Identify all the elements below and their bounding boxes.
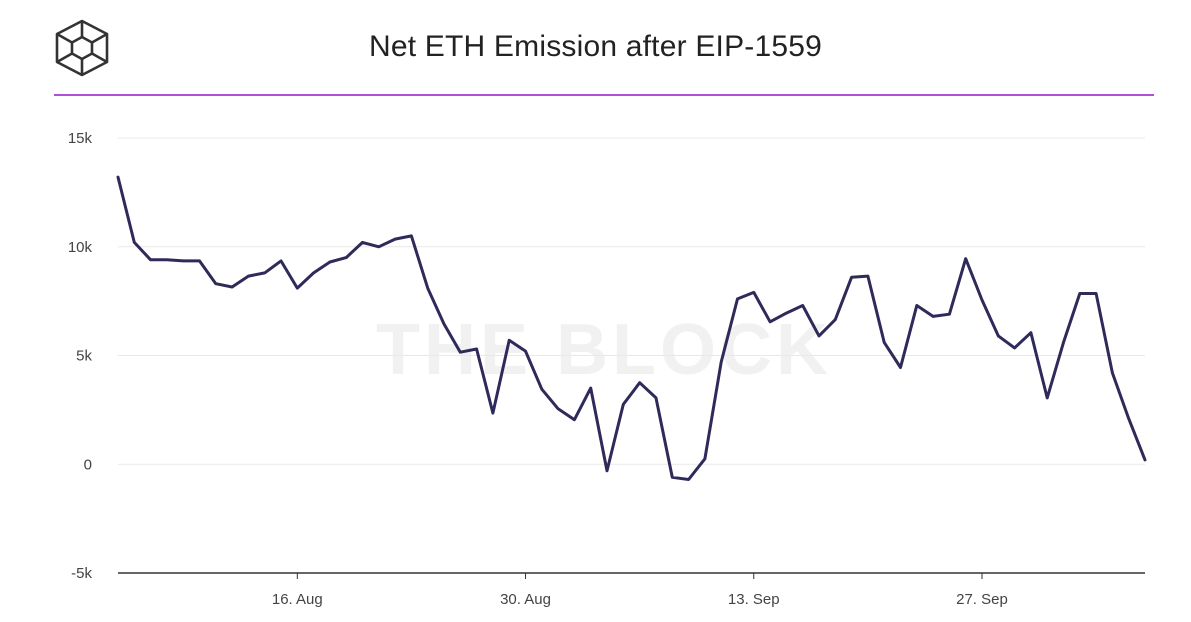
- y-tick-label: 10k: [68, 239, 93, 256]
- grid-lines: [118, 137, 1145, 574]
- y-tick-label: 15k: [68, 130, 93, 147]
- x-tick-label: 13. Sep: [728, 591, 780, 608]
- series-line: [116, 175, 1147, 481]
- cube-edge: [56, 52, 73, 64]
- y-tick-label: 5k: [76, 348, 92, 365]
- watermark: THE BLOCK: [376, 310, 832, 390]
- cube-edge: [91, 52, 108, 64]
- cube-edge: [56, 32, 73, 44]
- y-axis: 15k 10k 5k 0 -5k: [68, 130, 93, 582]
- y-tick-label: -5k: [71, 565, 92, 582]
- series-group: [116, 175, 1147, 481]
- title-divider: [54, 94, 1154, 96]
- x-tick-label: 27. Sep: [956, 591, 1008, 608]
- cube-logo-svg: [55, 19, 109, 77]
- x-tick-label: 16. Aug: [272, 591, 323, 608]
- y-tick-label: 0: [84, 456, 92, 473]
- chart-title: Net ETH Emission after EIP-1559: [368, 30, 823, 63]
- cube-edge: [91, 32, 108, 44]
- x-axis: 16. Aug 30. Aug 13. Sep 27. Sep: [272, 573, 1008, 608]
- cube-logo-icon: [52, 18, 112, 78]
- x-tick-label: 30. Aug: [500, 591, 551, 608]
